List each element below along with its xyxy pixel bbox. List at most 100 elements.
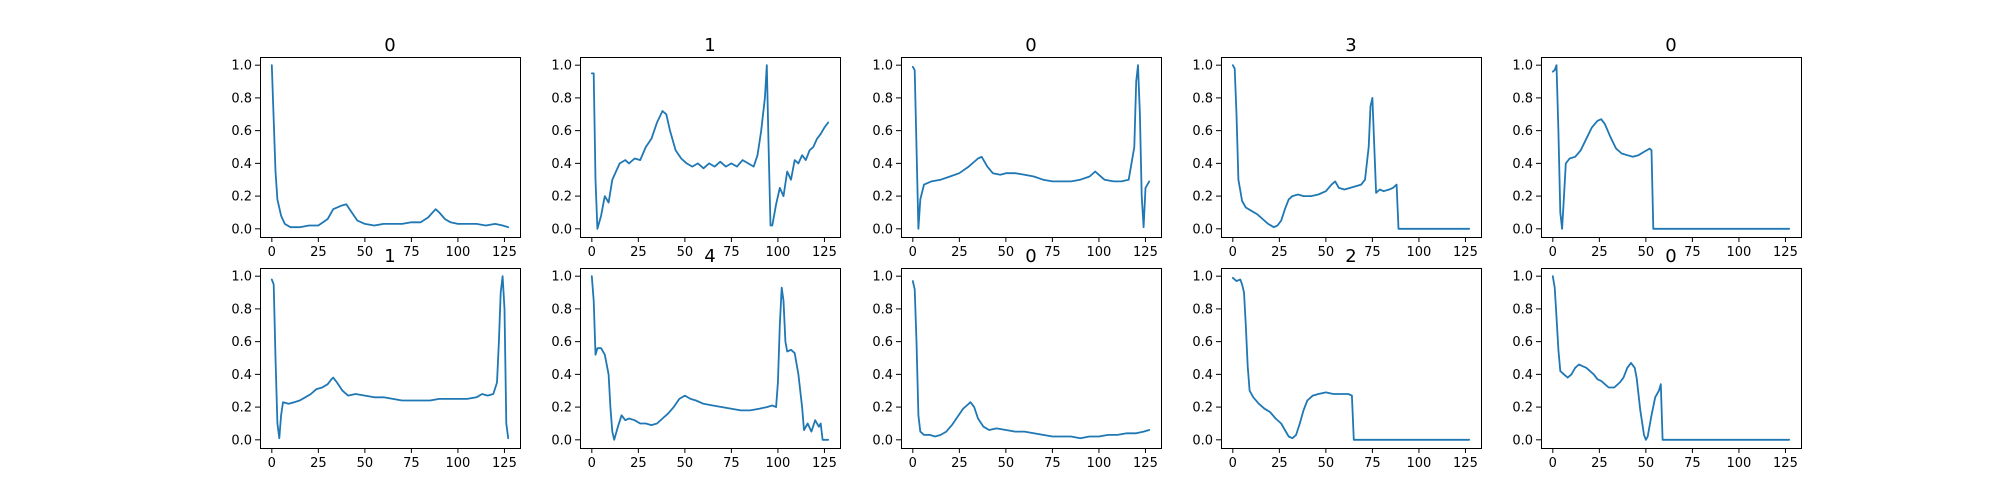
axes-frame [260, 57, 521, 238]
y-tick-label: 0.2 [872, 401, 893, 416]
x-tick-label: 125 [1773, 456, 1798, 471]
x-tick-label: 25 [951, 245, 968, 260]
subplot-title: 1 [384, 246, 395, 267]
y-tick-label: 0.8 [551, 91, 572, 106]
y-tick-label: 0.6 [551, 124, 572, 139]
subplot-9: 0 0 25 50 75 100 125 0.0 0.2 0.4 0.6 0.8 1.0 [1512, 246, 1802, 471]
axes-frame [580, 57, 841, 238]
y-tick-label: 0.2 [551, 190, 572, 205]
x-tick-label: 0 [909, 456, 917, 471]
y-tick-label: 0.8 [872, 302, 893, 317]
x-tick-label: 50 [998, 245, 1015, 260]
y-tick-label: 0.0 [872, 433, 893, 448]
y-tick-label: 0.4 [231, 368, 252, 383]
subplot-7: 0 0 25 50 75 100 125 0.0 0.2 0.4 0.6 0.8 1.0 [872, 246, 1162, 471]
x-tick-label: 125 [492, 245, 517, 260]
y-tick-label: 0.0 [551, 222, 572, 237]
x-tick-label: 75 [1364, 245, 1381, 260]
x-tick-label: 100 [1407, 456, 1432, 471]
y-tick-label: 0.8 [551, 302, 572, 317]
x-tick-label: 125 [812, 245, 837, 260]
x-tick-label: 100 [446, 456, 471, 471]
y-tick-label: 0.2 [1512, 190, 1533, 205]
y-tick-label: 0.2 [551, 401, 572, 416]
subplot-title: 2 [1345, 246, 1356, 267]
x-tick-label: 0 [268, 456, 276, 471]
x-tick-label: 50 [1318, 245, 1335, 260]
x-tick-label: 100 [1087, 456, 1112, 471]
x-tick-label: 50 [677, 456, 694, 471]
subplot-0: 0 0 25 50 75 100 125 0.0 0.2 0.4 0.6 0.8 1.0 [231, 35, 521, 260]
subplot-8: 2 0 25 50 75 100 125 0.0 0.2 0.4 0.6 0.8 1.0 [1192, 246, 1482, 471]
x-tick-label: 25 [630, 456, 647, 471]
y-tick-label: 0.0 [1512, 433, 1533, 448]
y-tick-label: 0.4 [1192, 368, 1213, 383]
x-tick-label: 50 [1318, 456, 1335, 471]
y-tick-label: 0.4 [872, 157, 893, 172]
x-tick-label: 100 [766, 456, 791, 471]
y-tick-label: 0.0 [551, 433, 572, 448]
y-tick-label: 0.6 [872, 124, 893, 139]
series-line [1551, 275, 1791, 441]
x-tick-label: 50 [357, 456, 374, 471]
x-tick-label: 50 [677, 245, 694, 260]
y-tick-label: 0.8 [1512, 91, 1533, 106]
x-tick-label: 75 [1044, 245, 1061, 260]
x-tick-label: 0 [909, 245, 917, 260]
subplot-2: 0 0 25 50 75 100 125 0.0 0.2 0.4 0.6 0.8 1.0 [872, 35, 1162, 260]
y-tick-label: 0.0 [1192, 222, 1213, 237]
x-tick-label: 25 [1591, 245, 1608, 260]
series-line [1231, 276, 1471, 441]
y-tick-label: 0.4 [231, 157, 252, 172]
subplot-1: 1 0 25 50 75 100 125 0.0 0.2 0.4 0.6 0.8 1.0 [551, 35, 841, 260]
x-tick-label: 100 [1727, 456, 1752, 471]
y-tick-label: 0.8 [1512, 302, 1533, 317]
x-tick-label: 75 [403, 245, 420, 260]
y-tick-label: 0.6 [231, 124, 252, 139]
y-tick-label: 0.2 [231, 401, 252, 416]
subplot-title: 0 [1665, 35, 1676, 56]
subplot-5: 1 0 25 50 75 100 125 0.0 0.2 0.4 0.6 0.8 1.0 [231, 246, 521, 471]
subplot-title: 0 [1665, 246, 1676, 267]
series-line [590, 275, 830, 441]
x-tick-label: 125 [492, 456, 517, 471]
subplot-title: 0 [384, 35, 395, 56]
series-line [911, 280, 1151, 440]
y-tick-label: 1.0 [231, 270, 252, 285]
x-tick-label: 25 [630, 245, 647, 260]
x-tick-label: 100 [1087, 245, 1112, 260]
series-line [1231, 64, 1471, 230]
x-tick-label: 0 [268, 245, 276, 260]
axes-frame [1221, 57, 1482, 238]
y-tick-label: 0.6 [551, 335, 572, 350]
y-tick-label: 1.0 [231, 59, 252, 74]
axes-frame [1221, 268, 1482, 449]
x-tick-label: 75 [1684, 456, 1701, 471]
y-tick-label: 0.8 [231, 91, 252, 106]
y-tick-label: 0.6 [872, 335, 893, 350]
x-tick-label: 125 [812, 456, 837, 471]
subplot-4: 0 0 25 50 75 100 125 0.0 0.2 0.4 0.6 0.8 1.0 [1512, 35, 1802, 260]
x-tick-label: 50 [357, 245, 374, 260]
subplot-3: 3 0 25 50 75 100 125 0.0 0.2 0.4 0.6 0.8 1.0 [1192, 35, 1482, 260]
x-tick-label: 50 [998, 456, 1015, 471]
axes-frame [1541, 268, 1802, 449]
x-tick-label: 25 [1591, 456, 1608, 471]
x-tick-label: 75 [403, 456, 420, 471]
y-tick-label: 0.4 [1512, 368, 1533, 383]
series-line [270, 64, 510, 229]
y-tick-label: 0.6 [1192, 335, 1213, 350]
y-tick-label: 0.4 [551, 368, 572, 383]
subplot-title: 1 [704, 35, 715, 56]
x-tick-label: 100 [1727, 245, 1752, 260]
y-tick-label: 0.4 [872, 368, 893, 383]
y-tick-label: 0.8 [231, 302, 252, 317]
x-tick-label: 125 [1133, 456, 1158, 471]
y-tick-label: 0.8 [1192, 91, 1213, 106]
subplot-title: 4 [704, 246, 715, 267]
y-tick-label: 0.8 [872, 91, 893, 106]
x-tick-label: 75 [723, 245, 740, 260]
axes-frame [260, 268, 521, 449]
y-tick-label: 0.6 [1512, 124, 1533, 139]
